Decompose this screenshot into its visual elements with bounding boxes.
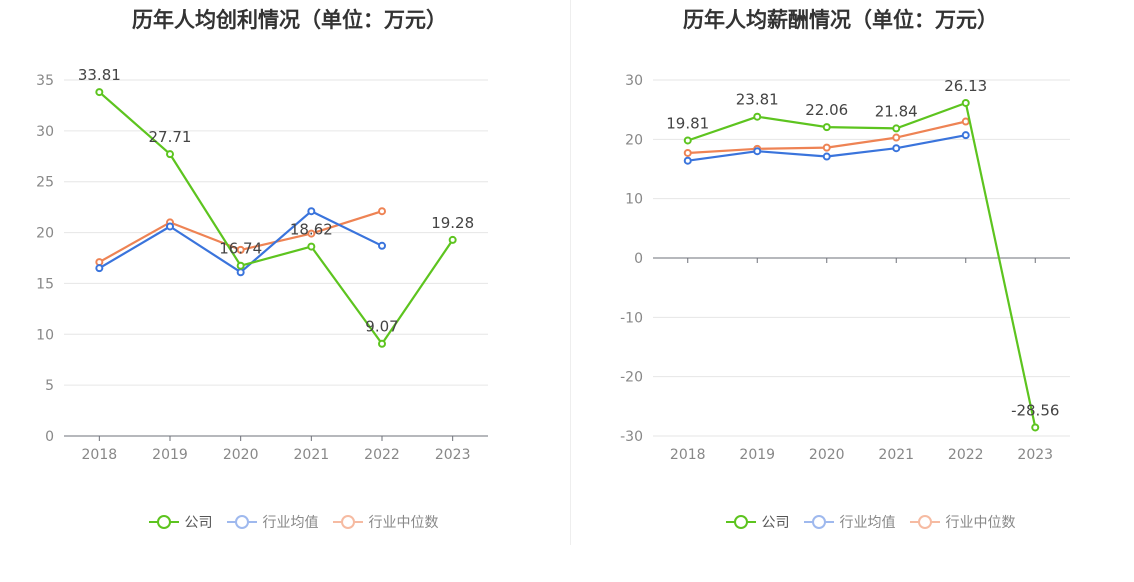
data-point [892,133,901,142]
y-tick-label: 35 [36,73,54,89]
data-point [892,124,901,133]
legend-item-industry-avg[interactable]: 行业均值 [226,512,319,532]
y-tick-label: 20 [625,132,643,148]
legend-line-icon [909,514,940,530]
data-point [961,117,970,126]
x-tick-label: 2020 [223,447,259,463]
data-point [753,112,762,121]
data-point [961,131,970,140]
legend-item-industry-avg[interactable]: 行业均值 [803,512,896,532]
x-tick-label: 2018 [670,447,706,463]
data-point [448,235,457,244]
x-tick-label: 2020 [809,447,845,463]
data-point [95,88,104,97]
panel-divider [570,0,571,545]
data-point [822,123,831,132]
x-tick-label: 2018 [82,447,118,463]
y-tick-label: 15 [36,276,54,292]
data-label: 19.28 [431,214,474,232]
data-point [307,229,316,238]
y-tick-label: 10 [625,192,643,208]
data-point [95,258,104,267]
series-line-company [98,91,454,345]
y-tick-label: -10 [620,310,643,326]
data-label: -28.56 [1011,401,1059,419]
legend-item-industry-median[interactable]: 行业中位数 [332,512,439,532]
data-point [236,245,245,254]
chart-title: 历年人均创利情况（单位：万元） [132,8,447,32]
x-tick-label: 2022 [948,447,984,463]
data-point [236,261,245,270]
data-point [307,242,316,251]
data-point [166,150,174,159]
data-point [166,222,174,231]
data-point [95,264,104,273]
legend-item-company[interactable]: 公司 [725,512,790,532]
y-tick-label: 5 [45,378,54,394]
chart-panel-profit: 历年人均创利情况（单位：万元） 0 5 10 15 20 25 30 35 2018 2019 20… [36,8,488,531]
data-point [307,207,316,216]
data-point [822,143,831,152]
chart-legend: 公司 行业均值 行业中位数 [587,512,1134,532]
y-tick-label: -30 [620,429,643,445]
data-point [1031,423,1040,432]
data-label: 27.71 [149,128,192,146]
data-label: 33.81 [78,66,121,84]
chart-legend: 公司 行业均值 行业中位数 [10,512,577,532]
data-point [683,148,692,157]
x-tick-label: 2019 [739,447,775,463]
data-point [378,339,386,348]
data-label: 19.81 [666,114,709,132]
data-label: 21.84 [875,102,918,120]
legend-label: 行业中位数 [368,515,439,531]
legend-item-industry-median[interactable]: 行业中位数 [909,512,1016,532]
y-tick-label: -20 [620,370,643,386]
data-point [683,136,692,145]
legend-line-icon [803,514,834,530]
data-point [892,144,901,153]
data-point [961,98,970,107]
chart-title: 历年人均薪酬情况（单位：万元） [683,8,998,32]
legend-label: 公司 [184,515,213,531]
y-tick-label: 0 [634,251,643,267]
x-tick-label: 2019 [152,447,188,463]
x-tick-label: 2023 [1017,447,1053,463]
legend-line-icon [332,514,363,530]
data-point [378,241,386,250]
chart-plot-profit: 0 5 10 15 20 25 30 35 2018 2019 2020 2021 2022 2023 33… [36,66,488,463]
x-tick-label: 2021 [294,447,330,463]
chart-plot-salary: -30 -20 -10 0 10 20 30 2018 2019 2020 2021 2022 2023… [620,73,1070,463]
data-label: 23.81 [736,91,779,109]
legend-line-icon [725,514,756,530]
y-tick-label: 0 [45,429,54,445]
y-tick-label: 25 [36,175,54,191]
x-tick-label: 2021 [878,447,914,463]
legend-line-icon [226,514,257,530]
chart-panel-salary: 历年人均薪酬情况（单位：万元） -30 -20 -10 0 10 20 30 2018 2019… [567,0,1134,582]
series-line-company [687,101,1037,428]
data-point [683,156,692,165]
y-tick-label: 30 [36,124,54,140]
legend-label: 行业均值 [839,515,896,531]
x-tick-label: 2023 [435,447,471,463]
data-point [236,268,245,277]
y-tick-label: 30 [625,73,643,89]
data-point [822,152,831,161]
legend-line-icon [148,514,179,530]
legend-label: 行业均值 [262,515,319,531]
y-tick-label: 10 [36,327,54,343]
y-tick-label: 20 [36,226,54,242]
data-label: 9.07 [365,318,398,336]
data-label: 22.06 [805,101,848,119]
data-point [753,147,762,156]
data-label: 18.62 [290,221,333,239]
data-point [378,207,386,216]
data-label: 16.74 [219,240,262,258]
legend-label: 公司 [761,515,790,531]
x-tick-label: 2022 [364,447,400,463]
data-label: 26.13 [944,77,987,95]
legend-item-company[interactable]: 公司 [148,512,213,532]
legend-label: 行业中位数 [945,515,1016,531]
